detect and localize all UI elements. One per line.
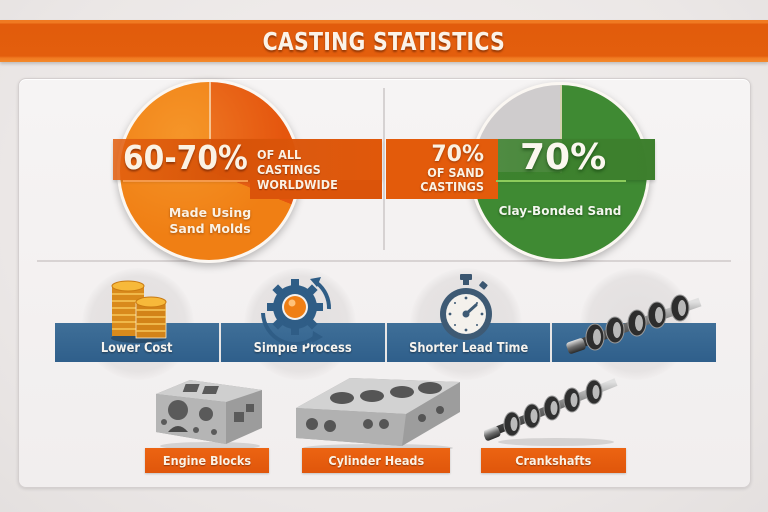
caption-line: OF SAND [427,165,484,180]
engine-blocks-label: Engine Blocks [145,448,269,473]
subtitle-line: Made Using [168,205,252,220]
left-underline [123,180,248,182]
right-stat-banner-orange [386,139,498,199]
right-small-value: 70% [431,142,484,167]
right-stat-subtitle: Clay-Bonded Sand [498,204,622,218]
left-stat-value: 60-70% [123,138,248,177]
benefit-label: Lower Cost [101,341,173,356]
camshaft-icon [566,294,702,354]
crankshafts-label: Crankshafts [481,448,626,473]
vertical-divider [383,88,385,250]
gear-cycle-icon [261,277,331,345]
part-label: Engine Blocks [162,453,252,468]
right-stat-caption: 70% OF SAND CASTINGS [392,144,484,194]
left-stat-caption: OF ALL CASTINGS WORLDWIDE [257,147,338,192]
stopwatch-icon [440,274,492,340]
benefit-shorter-lead-time: Shorter Lead Time [386,323,551,362]
engine-block-icon [156,380,262,450]
part-label: Crankshafts [515,453,592,468]
left-stat-banner [113,139,382,180]
crankshaft-icon [484,378,618,446]
left-stat-subtitle: Made Using Sand Molds [160,205,260,237]
cylinder-heads-label: Cylinder Heads [302,448,450,473]
right-stat-value: 70% [520,137,607,178]
left-stat-banner-tail [250,180,382,199]
green-underline [496,180,626,182]
title-banner: CASTING STATISTICS [0,20,768,62]
horizontal-divider [37,260,731,262]
caption-line: WORLDWIDE [257,177,338,192]
subtitle-line: Sand Molds [169,221,251,236]
benefit-label: Shorter Lead Time [408,341,528,356]
cylinder-head-icon [296,378,460,452]
caption-line: CASTINGS [257,162,321,177]
coins-icon [111,280,167,343]
caption-line: OF ALL [257,147,302,162]
benefit-label: Simple Process [253,341,352,356]
page-title: CASTING STATISTICS [262,26,506,56]
caption-line: CASTINGS [420,179,484,194]
part-label: Cylinder Heads [328,453,424,468]
right-stat-banner-green [478,139,655,180]
